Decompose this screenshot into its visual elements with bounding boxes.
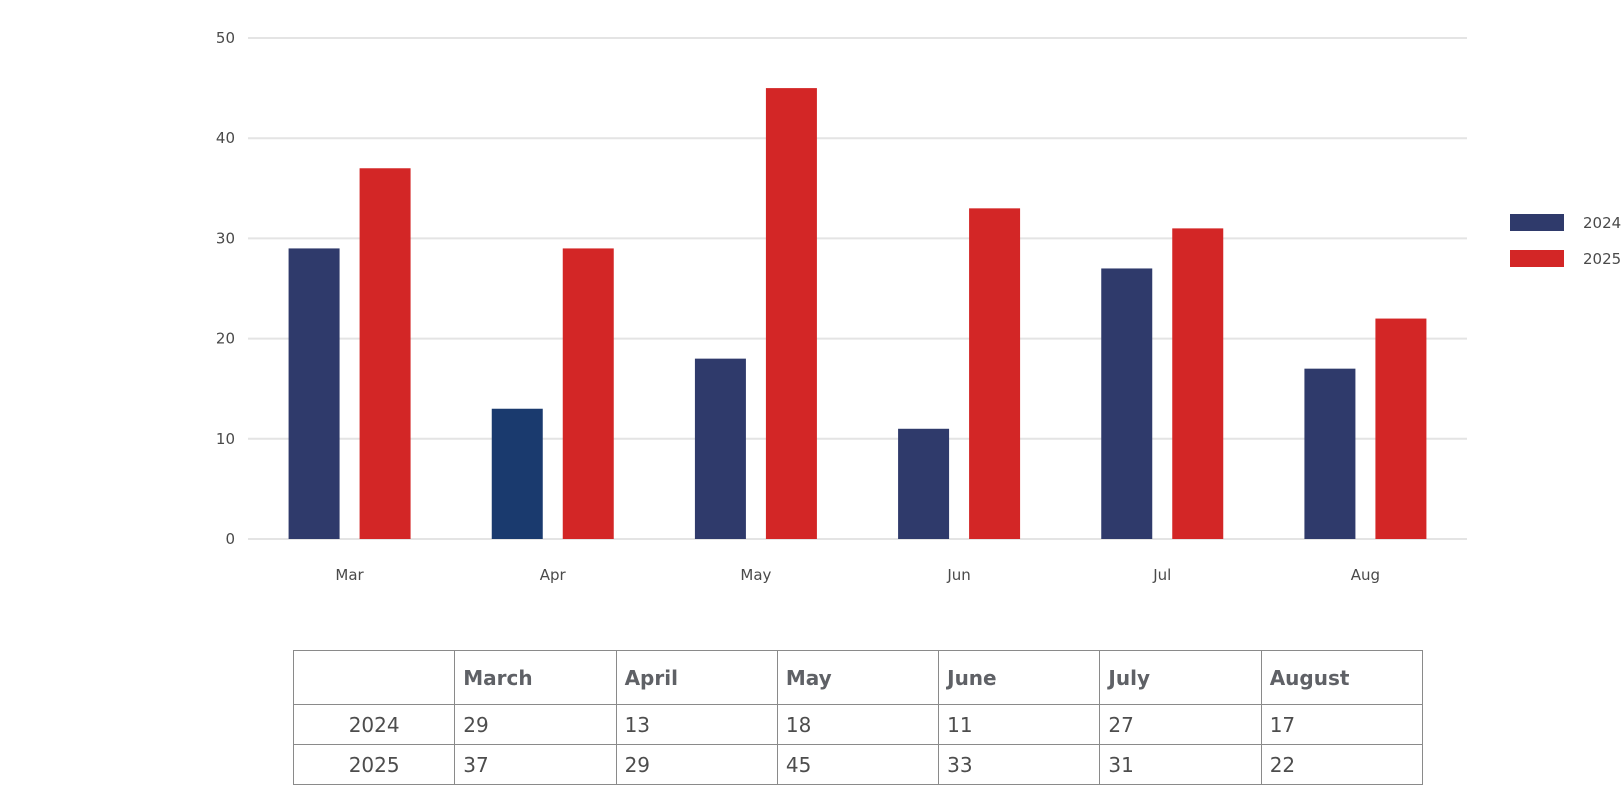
y-tick-label: 0: [225, 530, 235, 548]
table-cell: 11: [938, 704, 1101, 745]
table-cell: 29: [454, 704, 617, 745]
bar-2025-mar: [359, 168, 411, 539]
bar-2025-aug: [1375, 318, 1427, 539]
x-tick-label: Mar: [335, 566, 364, 584]
x-tick-label: Jul: [1152, 566, 1171, 584]
bar-2024-mar: [288, 248, 340, 540]
bar-2024-apr: [491, 408, 543, 539]
x-axis-ticks: Mar Apr May Jun Jul Aug: [335, 566, 1380, 584]
bar-2025-may: [765, 88, 817, 539]
y-axis-ticks: 0 10 20 30 40 50: [216, 29, 235, 548]
table-row-label: 2024: [292, 704, 456, 745]
legend-swatch: [1510, 214, 1564, 231]
table-cell: 22: [1260, 744, 1424, 785]
table-cell: 17: [1260, 704, 1424, 745]
x-tick-label: Aug: [1351, 566, 1380, 584]
table-header-cell: June: [938, 650, 1101, 705]
table-cell: 27: [1099, 704, 1262, 745]
x-tick-label: Jun: [946, 566, 970, 584]
x-tick-label: May: [740, 566, 771, 584]
bar-2025-jun: [969, 208, 1021, 539]
legend-swatch: [1510, 250, 1564, 267]
table-cell: 18: [776, 704, 940, 745]
legend-label: 2025: [1583, 250, 1621, 268]
table-cell: 13: [615, 704, 778, 745]
grid-lines: [248, 37, 1467, 540]
table-cell: 33: [938, 744, 1101, 785]
table-header-row: March April May June July August: [292, 650, 1424, 705]
y-tick-label: 20: [216, 330, 235, 348]
bar-2024-may: [694, 358, 746, 539]
table-cell: 31: [1099, 744, 1262, 785]
table-row-label: 2025: [292, 744, 456, 785]
table-header-cell: August: [1260, 650, 1424, 705]
y-tick-label: 30: [216, 229, 235, 247]
bar-2024-jul: [1101, 268, 1153, 539]
legend-label: 2024: [1583, 214, 1621, 232]
bar-2025-apr: [562, 248, 614, 540]
y-tick-label: 40: [216, 129, 235, 147]
table-header-cell: April: [615, 650, 778, 705]
bars: [288, 88, 1427, 540]
table-header-cell: March: [454, 650, 617, 705]
table-header-cell: May: [776, 650, 940, 705]
bar-2024-jun: [898, 428, 950, 539]
bar-chart: 0 10 20 30 40 50 Mar Apr May Jun Jul Aug 2024 2025: [216, 29, 1621, 584]
legend: 2024 2025: [1510, 214, 1621, 268]
y-tick-label: 50: [216, 29, 235, 47]
table-cell: 37: [454, 744, 617, 785]
table-row: 2025 37 29 45 33 31 22: [292, 744, 1424, 785]
table-cell: 29: [615, 744, 778, 785]
bar-2024-aug: [1304, 368, 1356, 539]
table-header-cell: July: [1099, 650, 1262, 705]
bar-2025-jul: [1172, 228, 1224, 539]
data-table: March April May June July August 2024 29…: [292, 650, 1424, 785]
table-corner-cell: [292, 650, 456, 705]
x-tick-label: Apr: [540, 566, 567, 584]
y-tick-label: 10: [216, 430, 235, 448]
table-row: 2024 29 13 18 11 27 17: [292, 704, 1424, 745]
table-cell: 45: [776, 744, 940, 785]
